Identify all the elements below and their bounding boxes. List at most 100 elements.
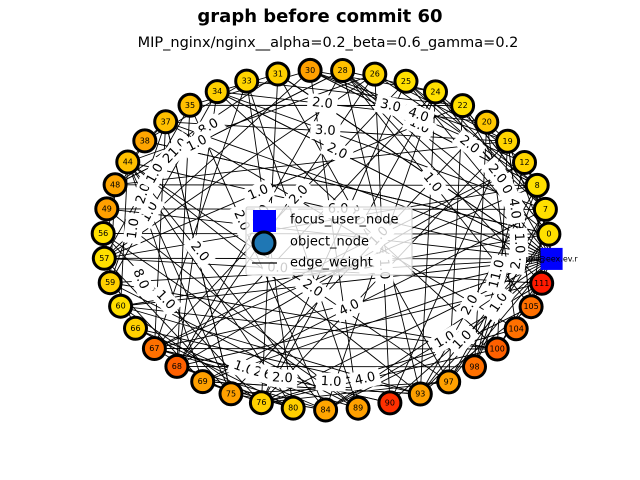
edge-line bbox=[202, 381, 294, 409]
object-node-104: 104 bbox=[503, 316, 529, 342]
edge-label-text: 4.0 bbox=[406, 105, 431, 126]
object-node-circle bbox=[524, 172, 550, 198]
object-node-label: 75 bbox=[226, 389, 236, 398]
object-node-circle bbox=[393, 68, 419, 94]
object-node-circle bbox=[532, 196, 558, 222]
focus-user-node bbox=[540, 247, 563, 270]
edge-weight-label: 11.0 bbox=[483, 253, 511, 295]
object-node-48: 48 bbox=[102, 172, 128, 198]
object-node-66: 66 bbox=[123, 315, 148, 341]
edge-label-box bbox=[266, 368, 298, 389]
object-node-30: 30 bbox=[297, 57, 323, 83]
object-node-label: 90 bbox=[385, 398, 395, 407]
edge-weight-label: 1.0 bbox=[140, 156, 171, 192]
edge-label-box bbox=[309, 121, 341, 141]
edge-weight-label: 4.0 bbox=[348, 366, 382, 392]
edge-label-box bbox=[480, 156, 514, 192]
object-node-circle bbox=[313, 397, 339, 423]
edge-weight-label: 1.0 bbox=[179, 128, 215, 159]
object-node-circle bbox=[462, 354, 487, 380]
object-node-label: 56 bbox=[98, 229, 108, 238]
object-node-68: 68 bbox=[164, 353, 190, 379]
object-node-circle bbox=[503, 316, 529, 342]
edge-line bbox=[217, 91, 546, 210]
edge-weight-label: 1.0 bbox=[122, 212, 145, 245]
object-node-label: 48 bbox=[110, 180, 120, 189]
edge-weight-label: 8.0 bbox=[126, 261, 155, 297]
edge-line bbox=[120, 258, 552, 307]
focus-user-node-label: ppi@eex.ev.r bbox=[525, 254, 578, 263]
object-node-97: 97 bbox=[436, 369, 462, 395]
object-node-label: 89 bbox=[353, 404, 363, 413]
object-node-circle bbox=[436, 369, 462, 395]
object-node-circle bbox=[423, 79, 448, 105]
legend-label-edge-weight: edge_weight bbox=[290, 256, 373, 271]
object-node-label: 25 bbox=[401, 77, 411, 86]
edge-line bbox=[202, 208, 546, 383]
object-node-49: 49 bbox=[94, 196, 120, 222]
object-node-98: 98 bbox=[462, 354, 487, 380]
edge-label-box bbox=[282, 177, 316, 213]
object-node-93: 93 bbox=[407, 381, 433, 407]
edge-weight-label: 3.0 bbox=[373, 93, 408, 119]
nodes-layer: 0 7 8 12 19 20 22 24 25 26 28 30 31 33 34 35 37 38 44 48 49 5… bbox=[90, 57, 562, 423]
object-node-label: 111 bbox=[534, 279, 549, 288]
object-node-75: 75 bbox=[218, 381, 244, 407]
legend-marker-focus-user-node bbox=[253, 210, 276, 232]
edge-label-box bbox=[415, 165, 449, 200]
object-node-circle bbox=[108, 293, 134, 319]
object-node-circle bbox=[164, 353, 190, 379]
object-node-label: 34 bbox=[212, 87, 222, 96]
focus-node-layer: ppi@eex.ev.r bbox=[525, 247, 578, 270]
edge-line bbox=[102, 233, 359, 409]
object-node-label: 93 bbox=[415, 390, 425, 399]
object-node-circle bbox=[518, 294, 544, 320]
object-node-label: 22 bbox=[458, 101, 468, 110]
object-node-circle bbox=[190, 369, 216, 395]
object-node-circle bbox=[102, 172, 128, 198]
edge-line bbox=[127, 161, 421, 395]
object-node-circle bbox=[177, 92, 203, 118]
object-node-44: 44 bbox=[115, 149, 141, 175]
edge-line bbox=[507, 141, 532, 307]
legend-label-object-node: object_node bbox=[290, 235, 369, 250]
object-node-circle bbox=[204, 79, 230, 105]
edge-line bbox=[217, 91, 487, 123]
object-node-label: 37 bbox=[161, 117, 171, 126]
edge-label-box bbox=[503, 192, 526, 225]
legend-frame bbox=[245, 206, 413, 276]
object-node-label: 84 bbox=[321, 406, 331, 415]
object-node-label: 35 bbox=[185, 101, 195, 110]
object-node-33: 33 bbox=[234, 68, 260, 94]
object-node-8: 8 bbox=[524, 172, 550, 198]
edge-label-text: 1.0 bbox=[320, 374, 342, 390]
object-node-circle bbox=[265, 61, 291, 87]
edge-label-text: 2.0 bbox=[311, 95, 333, 112]
object-node-24: 24 bbox=[423, 79, 448, 105]
object-node-31: 31 bbox=[265, 61, 291, 87]
object-node-76: 76 bbox=[248, 390, 274, 416]
object-node-label: 69 bbox=[198, 377, 208, 386]
legend: focus_user_node object_node edge_weight bbox=[245, 206, 413, 276]
object-node-label: 28 bbox=[338, 66, 348, 75]
object-node-56: 56 bbox=[90, 221, 116, 246]
object-node-label: 100 bbox=[490, 345, 505, 354]
object-node-0: 0 bbox=[536, 221, 562, 247]
legend-marker-object-node bbox=[251, 230, 277, 256]
edge-line bbox=[104, 105, 463, 259]
edge-label-box bbox=[483, 253, 511, 295]
edge-line bbox=[342, 70, 436, 93]
object-node-7: 7 bbox=[532, 196, 558, 222]
object-node-circle bbox=[234, 68, 260, 94]
edge-weight-label: 2.0 bbox=[454, 287, 486, 323]
object-node-label: 68 bbox=[172, 362, 182, 371]
object-node-circle bbox=[297, 57, 323, 83]
edge-weight-label: 1.0 bbox=[509, 227, 529, 259]
edge-label-box bbox=[240, 178, 276, 207]
edge-label-box bbox=[331, 293, 367, 323]
object-node-34: 34 bbox=[204, 79, 230, 105]
edge-label-box bbox=[483, 285, 516, 321]
object-node-circle bbox=[345, 395, 371, 421]
object-node-circle bbox=[91, 245, 117, 271]
